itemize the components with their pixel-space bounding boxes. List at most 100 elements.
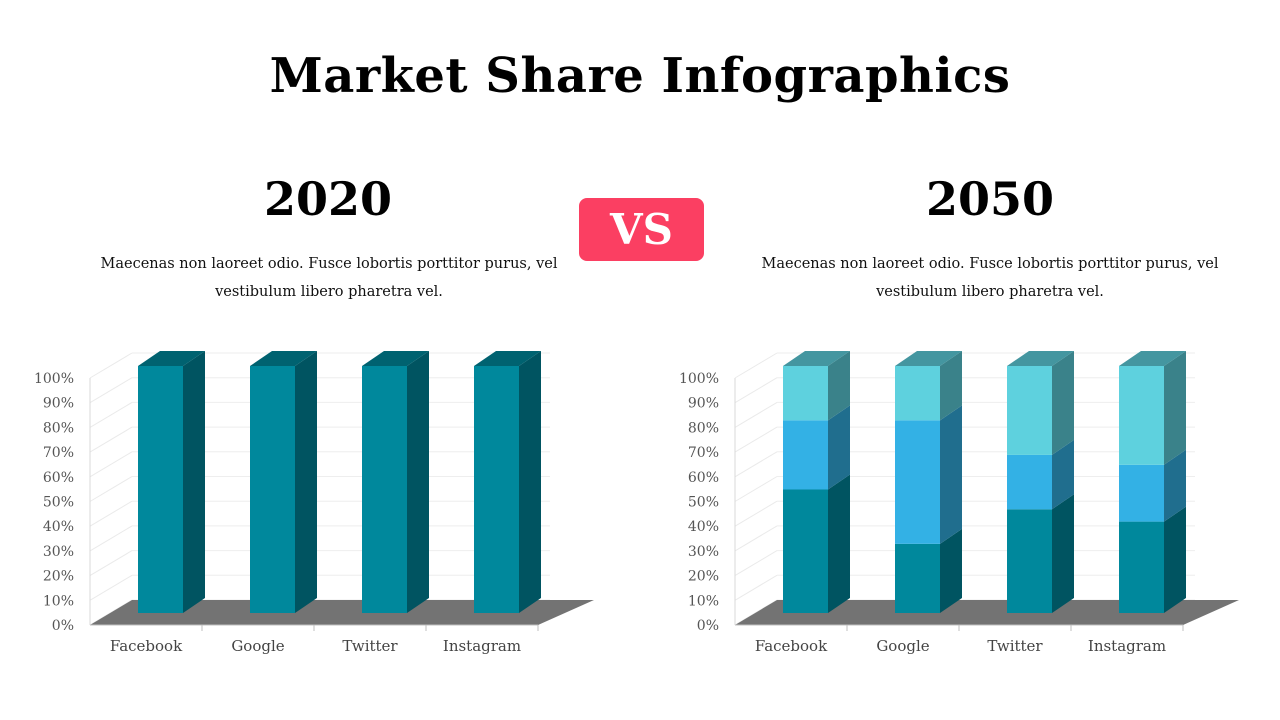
chart-2020-floor: [90, 600, 594, 625]
chart-2050-grid-side: [734, 525, 778, 552]
chart-2050-category-label: Google: [876, 637, 929, 655]
chart-2050-y-tick-label: 70%: [688, 445, 719, 461]
chart-2020-grid-side: [89, 401, 133, 428]
chart-2050-bar-side: [1164, 506, 1186, 613]
chart-2050-bar-side: [828, 351, 850, 421]
chart-2020-bar-side: [295, 351, 317, 613]
chart-2050-y-tick-label: 100%: [679, 371, 719, 387]
chart-2050-bar-instagram-s0: [1119, 521, 1164, 613]
chart-2020-y-tick-label: 40%: [43, 519, 74, 535]
chart-2020-category-label: Twitter: [342, 637, 398, 655]
chart-2050-bar-top: [1119, 351, 1186, 366]
chart-2020-category-label: Instagram: [443, 637, 521, 655]
chart-2050-y-tick-label: 60%: [688, 470, 719, 486]
chart-2050-grid-side: [734, 500, 778, 527]
chart-2020-y-tick-label: 0%: [52, 618, 74, 634]
chart-2050-bar-side: [940, 351, 962, 421]
chart-2050-y-tick-label: 40%: [688, 519, 719, 535]
chart-2020-category-label: Facebook: [110, 637, 183, 655]
chart-2050-y-tick-label: 80%: [688, 420, 719, 436]
chart-2050-bar-twitter-s0: [1007, 509, 1052, 613]
chart-2050-bar-side: [1164, 351, 1186, 465]
chart-2050-grid-side: [734, 426, 778, 453]
chart-2020-y-tick-label: 30%: [43, 544, 74, 560]
chart-2050-floor: [735, 600, 1239, 625]
year-2050-description: Maecenas non laoreet odio. Fusce loborti…: [761, 256, 1219, 300]
chart-2020-bar-side: [519, 351, 541, 613]
chart-2050-y-tick-label: 20%: [688, 569, 719, 585]
chart-2020-grid-side: [89, 377, 133, 404]
year-2050-heading: 2050: [925, 172, 1055, 226]
chart-2050-bar-twitter-s1: [1007, 454, 1052, 510]
chart-2050-bar-twitter-s2: [1007, 366, 1052, 455]
chart-2050-grid-side: [734, 377, 778, 404]
chart-2050-bar-side: [940, 528, 962, 613]
chart-2020-grid-side: [89, 574, 133, 601]
chart-2050-grid-side: [734, 550, 778, 577]
chart-2050-bar-instagram-s1: [1119, 464, 1164, 522]
chart-2020-grid-side: [89, 500, 133, 527]
chart-2020-category-label: Google: [231, 637, 284, 655]
chart-2050-y-tick-label: 10%: [688, 593, 719, 609]
chart-2050-category-label: Facebook: [755, 637, 828, 655]
chart-2050-category-label: Twitter: [987, 637, 1043, 655]
chart-2020-y-tick-label: 80%: [43, 420, 74, 436]
chart-2020: 0% 10% 20% 30% 40% 50% 60% 70% 80% 90% 100% Faceboo…: [34, 351, 594, 655]
chart-2050-bar-google-s0: [895, 543, 940, 613]
chart-2050-bar-side: [1164, 449, 1186, 522]
chart-2050-bar-top: [895, 351, 962, 366]
chart-2020-y-tick-label: 50%: [43, 495, 74, 511]
chart-2050-category-label: Instagram: [1088, 637, 1166, 655]
chart-2050-bar-side: [1052, 439, 1074, 510]
chart-2020-bar-side: [407, 351, 429, 613]
chart-2050-grid-side: [734, 476, 778, 502]
chart-2050-bar-google-s2: [895, 366, 940, 421]
chart-2050-bar-side: [1052, 351, 1074, 455]
chart-2020-bar-instagram-s0: [474, 366, 519, 613]
chart-2020-bar-side: [183, 351, 205, 613]
chart-2020-grid-side: [89, 550, 133, 577]
chart-2020-y-tick-label: 70%: [43, 445, 74, 461]
chart-2020-grid-side: [89, 525, 133, 552]
chart-2050-plot: 0% 10% 20% 30% 40% 50% 60% 70% 80% 90% 100% Faceboo…: [679, 351, 1239, 655]
chart-2020-y-tick-label: 90%: [43, 396, 74, 412]
chart-2050-bar-top: [783, 351, 850, 366]
chart-2020-y-tick-label: 60%: [43, 470, 74, 486]
chart-2020-bar-top: [474, 351, 541, 366]
chart-2050-y-tick-label: 50%: [688, 495, 719, 511]
chart-2050-y-tick-label: 0%: [697, 618, 719, 634]
chart-2050-grid-side: [734, 451, 778, 478]
chart-2020-y-tick-label: 100%: [34, 371, 74, 387]
chart-2050-bar-side: [828, 405, 850, 490]
chart-2020-grid-side: [89, 426, 133, 453]
chart-2050-bar-facebook-s2: [783, 366, 828, 421]
chart-2050-bar-side: [1052, 494, 1074, 613]
chart-2050-bar-facebook-s0: [783, 489, 828, 613]
chart-2020-plot: 0% 10% 20% 30% 40% 50% 60% 70% 80% 90% 100% Faceboo…: [34, 351, 594, 655]
chart-2050: 0% 10% 20% 30% 40% 50% 60% 70% 80% 90% 100% Faceboo…: [679, 351, 1239, 655]
chart-2050-bar-side: [940, 405, 962, 544]
chart-2020-bar-facebook-s0: [138, 366, 183, 613]
chart-2050-grid-side: [734, 574, 778, 601]
chart-2050-bar-google-s1: [895, 420, 940, 544]
chart-2020-bar-twitter-s0: [362, 366, 407, 613]
chart-2050-grid-side: [734, 352, 778, 379]
chart-2020-y-tick-label: 10%: [43, 593, 74, 609]
chart-2020-bar-google-s0: [250, 366, 295, 613]
chart-2020-y-tick-label: 20%: [43, 569, 74, 585]
chart-2020-bar-top: [362, 351, 429, 366]
chart-2050-y-tick-label: 30%: [688, 544, 719, 560]
chart-2050-bar-facebook-s1: [783, 420, 828, 490]
vs-badge: VS: [579, 198, 704, 261]
chart-2050-bar-instagram-s2: [1119, 366, 1164, 465]
chart-2020-grid-side: [89, 352, 133, 379]
chart-2050-bar-top: [1007, 351, 1074, 366]
year-2020-heading: 2020: [263, 172, 393, 226]
chart-2020-bar-top: [138, 351, 205, 366]
chart-2050-bar-side: [828, 474, 850, 613]
year-2020-description: Maecenas non laoreet odio. Fusce loborti…: [100, 256, 558, 300]
chart-2050-grid-side: [734, 401, 778, 428]
chart-2020-grid-side: [89, 451, 133, 478]
chart-2020-grid-side: [89, 476, 133, 502]
chart-2050-y-tick-label: 90%: [688, 396, 719, 412]
